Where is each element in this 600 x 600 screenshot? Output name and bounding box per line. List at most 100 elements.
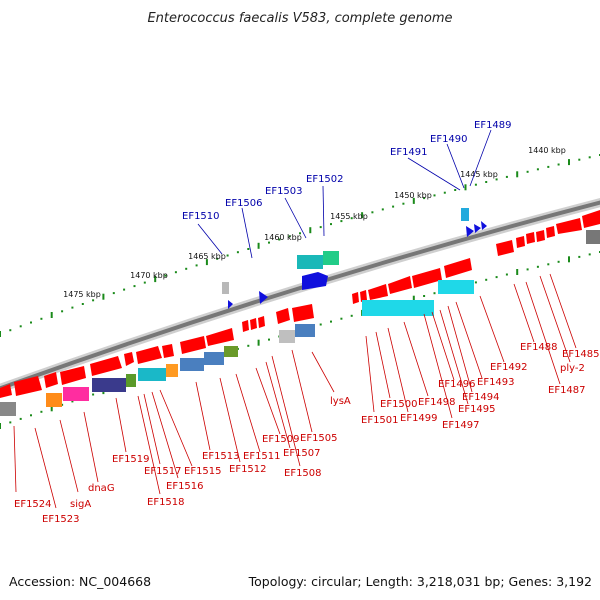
gene-arrow-red (60, 366, 86, 385)
gene-label: EF1508 (284, 468, 322, 479)
gene-block-gray (586, 230, 600, 244)
gene-label: EF1498 (418, 397, 456, 408)
major-tick (0, 331, 1, 337)
gene-label: EF1516 (166, 481, 204, 492)
minor-tick (268, 338, 270, 341)
gene-arrow-red (360, 290, 367, 302)
gene-arrow-blue (302, 272, 328, 290)
minor-tick (536, 168, 539, 171)
gene-block-steelblue (180, 358, 204, 371)
gene-arrow-blue (259, 291, 268, 304)
topology-text: Topology: circular; Length: 3,218,031 bp… (248, 574, 592, 589)
minor-tick (185, 267, 188, 270)
gene-label: EF1518 (147, 497, 185, 508)
minor-tick (123, 288, 126, 291)
minor-tick (526, 170, 529, 173)
minor-tick (371, 211, 374, 214)
minor-tick (133, 285, 136, 288)
gene-label: EF1500 (380, 399, 418, 410)
gene-arrow-red (516, 236, 525, 248)
minor-tick (19, 325, 22, 328)
gene-arrow-blue (228, 300, 233, 309)
gene-block-steelblue (204, 352, 224, 365)
major-tick (412, 295, 415, 302)
minor-tick (71, 306, 74, 309)
gene-arrow-red (44, 372, 58, 388)
gene-arrow-red (250, 318, 257, 330)
minor-tick (495, 178, 498, 181)
gene-block-gray (279, 330, 295, 343)
minor-tick (454, 189, 457, 191)
minor-tick (40, 410, 43, 413)
kbp-scale: 1475 kbp 1470 kbp 1465 kbp 1460 kbp 1455… (63, 146, 566, 299)
minor-tick (92, 393, 95, 396)
minor-tick (319, 323, 322, 326)
minor-tick (195, 264, 198, 267)
gene-label: EF1517 (144, 466, 182, 477)
gene-label: EF1499 (400, 413, 438, 424)
gene-label: EF1513 (202, 451, 240, 462)
minor-tick (299, 232, 301, 235)
minor-tick (547, 263, 550, 266)
minor-tick (19, 417, 22, 420)
gene-label: EF1515 (184, 466, 222, 477)
gene-label: EF1519 (112, 454, 150, 465)
gene-arrow-red (412, 268, 442, 288)
blue-callout-lines (197, 129, 492, 259)
minor-tick (236, 251, 239, 254)
gene-label: EF1491 (390, 147, 428, 158)
major-tick (205, 259, 208, 266)
minor-tick (443, 191, 446, 194)
minor-tick (547, 165, 550, 168)
minor-tick (319, 226, 322, 229)
gene-arrow-red (526, 232, 535, 244)
gene-arrow-red (536, 230, 545, 242)
blue-labels: EF1510 EF1506 EF1503 EF1502 EF1491 EF149… (182, 120, 512, 222)
gene-label: EF1495 (458, 404, 496, 415)
minor-tick (485, 278, 488, 281)
gene-label: EF1510 (182, 211, 220, 222)
gene-arrow-red (292, 304, 314, 322)
minor-tick (474, 183, 477, 186)
minor-tick (216, 257, 219, 260)
minor-tick (423, 197, 426, 200)
minor-tick (174, 271, 177, 274)
accession-text: Accession: NC_004668 (9, 574, 151, 589)
gene-arrow-red (368, 284, 388, 300)
minor-tick (526, 268, 529, 271)
minor-tick (92, 299, 95, 302)
upper-gene-track (222, 208, 487, 309)
minor-tick (350, 217, 353, 220)
gene-arrow-red (556, 218, 582, 234)
minor-tick (61, 310, 64, 313)
minor-tick (402, 202, 405, 205)
major-tick (257, 339, 260, 346)
gene-arrow-red (496, 240, 514, 256)
gene-label: EF1485 (562, 349, 600, 360)
gene-block-green (323, 251, 339, 265)
major-tick (309, 227, 312, 234)
minor-tick (557, 163, 560, 166)
gene-label: EF1505 (300, 433, 338, 444)
minor-tick (247, 344, 250, 347)
red-labels: EF1524 EF1523 sigA dnaG EF1519 EF1518 EF… (14, 342, 600, 525)
major-tick (361, 212, 364, 219)
gene-block-cyan (362, 300, 434, 316)
gene-label: ply-2 (560, 363, 585, 374)
minor-tick (112, 292, 115, 295)
major-tick (257, 242, 260, 249)
kbp-label: 1455 kbp (330, 212, 368, 221)
minor-tick (536, 265, 539, 268)
gene-arrow-red (14, 376, 42, 396)
gene-block-cyan (461, 208, 469, 221)
gene-label: lysA (330, 396, 351, 407)
minor-tick (9, 329, 12, 332)
gene-label: EF1507 (283, 448, 321, 459)
minor-tick (578, 158, 581, 161)
minor-tick (495, 276, 498, 279)
kbp-label: 1475 kbp (63, 290, 101, 299)
gene-arrow-red (352, 292, 359, 304)
gene-label: EF1506 (225, 198, 263, 209)
tick-track-outer (0, 154, 600, 337)
